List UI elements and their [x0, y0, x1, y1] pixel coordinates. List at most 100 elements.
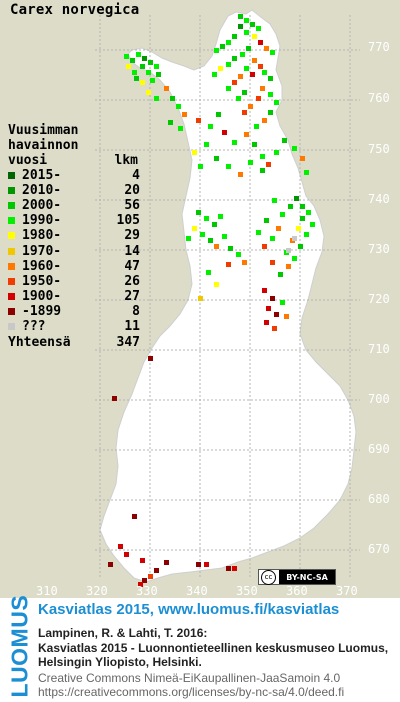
latitude-label: 760: [368, 91, 390, 105]
occurrence-square: [264, 46, 269, 51]
occurrence-square: [268, 76, 273, 81]
legend-row: 2015- 4: [8, 168, 140, 183]
cc-icon: cc: [261, 569, 276, 585]
license-url-link[interactable]: https://creativecommons.org/licenses/by-…: [38, 685, 345, 699]
latitude-label: 770: [368, 40, 390, 54]
occurrence-square: [236, 252, 241, 257]
occurrence-square: [170, 96, 175, 101]
occurrence-square: [304, 170, 309, 175]
occurrence-square: [156, 72, 161, 77]
finland-map-svg: [95, 9, 360, 587]
legend-year: 1900-: [22, 288, 62, 304]
occurrence-square: [226, 86, 231, 91]
distribution-map: Carex norvegica Vuusimman havainnon vuos…: [8, 2, 390, 598]
occurrence-square: [208, 124, 213, 129]
latitude-label: 690: [368, 442, 390, 456]
occurrence-square: [206, 270, 211, 275]
legend-swatch: [8, 307, 15, 315]
legend-header-year: vuosi: [8, 153, 48, 168]
occurrence-square: [140, 80, 145, 85]
occurrence-square: [236, 96, 241, 101]
occurrence-square: [214, 244, 219, 249]
occurrence-square: [244, 66, 249, 71]
occurrence-square: [192, 226, 197, 231]
occurrence-square: [178, 126, 183, 131]
legend-count: 56: [124, 198, 140, 214]
occurrence-square: [218, 66, 223, 71]
occurrence-square: [142, 578, 147, 583]
occurrence-square: [198, 164, 203, 169]
occurrence-square: [140, 558, 145, 563]
legend-rows: 2015- 4 2010- 20 2000- 56 1990- 105 1980- 29 1970-…: [8, 168, 140, 334]
occurrence-square: [256, 230, 261, 235]
legend-swatch: [8, 202, 15, 210]
occurrence-square: [164, 86, 169, 91]
occurrence-square: [238, 74, 243, 79]
longitude-label: 370: [336, 584, 358, 598]
legend-count: 105: [116, 213, 140, 229]
occurrence-square: [154, 96, 159, 101]
latitude-label: 740: [368, 192, 390, 206]
latitude-label: 710: [368, 342, 390, 356]
occurrence-square: [294, 196, 299, 201]
reference-line-2: Helsingin Yliopisto, Helsinki.: [38, 655, 202, 669]
occurrence-square: [262, 244, 267, 249]
legend-row: 1970- 14: [8, 243, 140, 259]
occurrence-square: [270, 296, 275, 301]
legend-count: 47: [124, 258, 140, 274]
legend-row: 1900- 27: [8, 289, 140, 304]
legend-swatch: [8, 232, 15, 240]
occurrence-square: [196, 210, 201, 215]
occurrence-square: [266, 306, 271, 311]
legend-year: 2015-: [22, 168, 62, 184]
occurrence-square: [182, 112, 187, 117]
latitude-label: 750: [368, 142, 390, 156]
occurrence-square: [124, 552, 129, 557]
occurrence-square: [310, 222, 315, 227]
occurrence-square: [214, 282, 219, 287]
legend-count: 26: [124, 273, 140, 289]
footer-title-link[interactable]: Kasviatlas 2015, www.luomus.fi/kasviatla…: [38, 601, 340, 618]
cc-license-badge[interactable]: cc BY-NC-SA: [258, 569, 336, 585]
reference-line-1: Kasviatlas 2015 - Luonnontieteellinen ke…: [38, 641, 389, 655]
occurrence-square: [228, 246, 233, 251]
occurrence-square: [226, 164, 231, 169]
occurrence-square: [242, 90, 247, 95]
legend-row: 1950- 26: [8, 274, 140, 289]
occurrence-square: [264, 218, 269, 223]
occurrence-square: [232, 34, 237, 39]
occurrence-square: [260, 168, 265, 173]
occurrence-square: [262, 70, 267, 75]
occurrence-square: [262, 288, 267, 293]
occurrence-square: [208, 238, 213, 243]
legend-year: 1950-: [22, 273, 62, 289]
legend-count: 8: [132, 303, 140, 319]
occurrence-square: [292, 146, 297, 151]
occurrence-square: [154, 568, 159, 573]
occurrence-square: [268, 110, 273, 115]
occurrence-square: [264, 320, 269, 325]
legend-year: 1960-: [22, 258, 62, 274]
occurrence-square: [204, 142, 209, 147]
occurrence-square: [214, 48, 219, 53]
occurrence-square: [222, 130, 227, 135]
occurrence-square: [258, 64, 263, 69]
occurrence-square: [232, 80, 237, 85]
legend-count: 20: [124, 183, 140, 199]
occurrence-square: [222, 234, 227, 239]
occurrence-square: [256, 96, 261, 101]
occurrence-square: [300, 204, 305, 209]
occurrence-square: [226, 62, 231, 67]
legend-header-line-2: havainnon: [8, 138, 79, 153]
legend-year: 1970-: [22, 243, 62, 259]
occurrence-square: [274, 100, 279, 105]
occurrence-square: [266, 162, 271, 167]
occurrence-square: [142, 56, 147, 61]
occurrence-square: [226, 40, 231, 45]
occurrence-square: [216, 112, 221, 117]
occurrence-square: [244, 132, 249, 137]
occurrence-square: [168, 120, 173, 125]
legend-count: 11: [124, 318, 140, 334]
occurrence-square: [276, 226, 281, 231]
occurrence-square: [136, 52, 141, 57]
